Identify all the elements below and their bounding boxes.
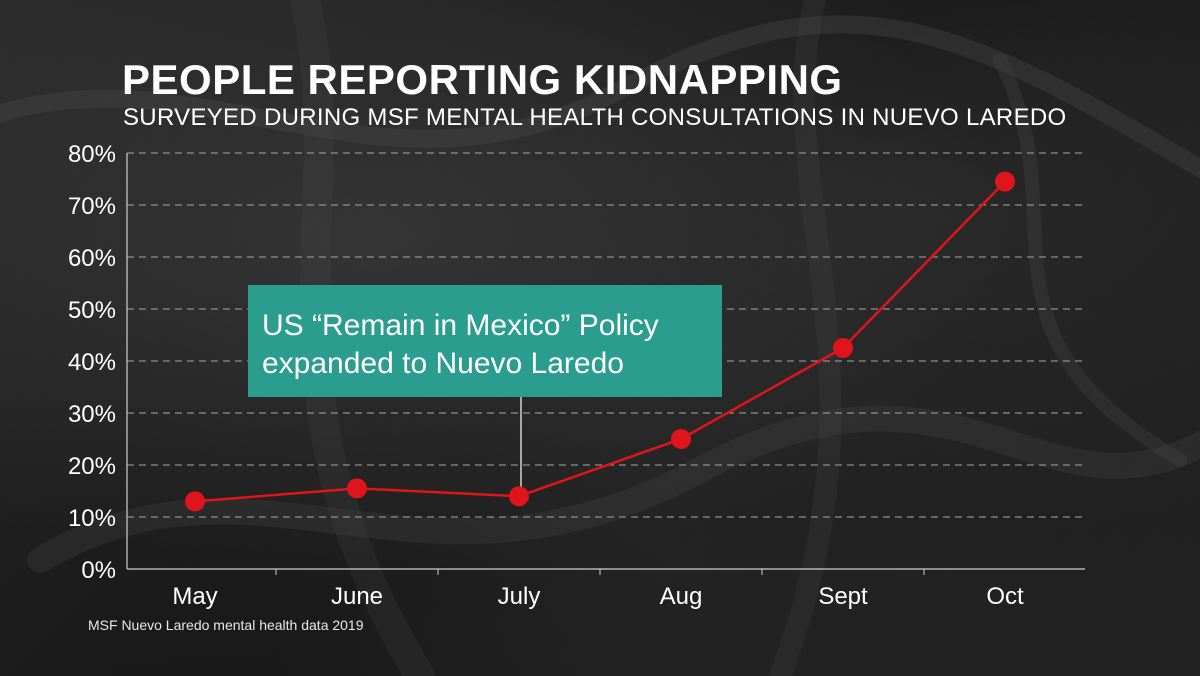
data-point-aug: [671, 429, 691, 449]
series-line: [194, 180, 1006, 503]
policy-annotation: US “Remain in Mexico” Policy expanded to…: [248, 285, 722, 397]
y-tick-label: 70%: [68, 193, 116, 220]
y-tick-label: 50%: [68, 297, 116, 324]
y-tick-labels: 0% 10% 20% 30% 40% 50% 60% 70% 80%: [68, 141, 116, 584]
axes: [126, 153, 1085, 575]
data-point-june: [347, 478, 367, 499]
chart-subtitle: SURVEYED DURING MSF MENTAL HEALTH CONSUL…: [123, 104, 1067, 131]
data-point-may: [185, 491, 205, 512]
y-tick-label: 30%: [68, 401, 116, 428]
y-tick-label: 10%: [68, 505, 116, 532]
chart-title: PEOPLE REPORTING KIDNAPPING: [122, 56, 843, 103]
y-tick-label: 0%: [81, 557, 116, 584]
y-tick-label: 60%: [68, 245, 116, 272]
source-note: MSF Nuevo Laredo mental health data 2019: [88, 617, 364, 633]
data-point-july: [509, 486, 529, 507]
x-tick-labels: May June July Aug Sept Oct: [172, 583, 1024, 610]
x-tick-label: Aug: [660, 583, 703, 610]
x-tick-label: June: [331, 583, 383, 610]
y-tick-label: 40%: [68, 349, 116, 376]
y-tick-label: 20%: [68, 453, 116, 480]
data-series: [185, 171, 1015, 512]
x-tick-label: July: [498, 583, 541, 610]
data-point-oct: [995, 171, 1015, 192]
x-tick-label: May: [172, 583, 217, 610]
x-tick-label: Sept: [818, 583, 868, 610]
data-point-sept: [833, 338, 853, 358]
x-tick-label: Oct: [986, 583, 1024, 610]
annotation-line-1: US “Remain in Mexico” Policy: [262, 309, 659, 342]
annotation-line-2: expanded to Nuevo Laredo: [262, 347, 624, 380]
y-tick-label: 80%: [68, 141, 116, 168]
